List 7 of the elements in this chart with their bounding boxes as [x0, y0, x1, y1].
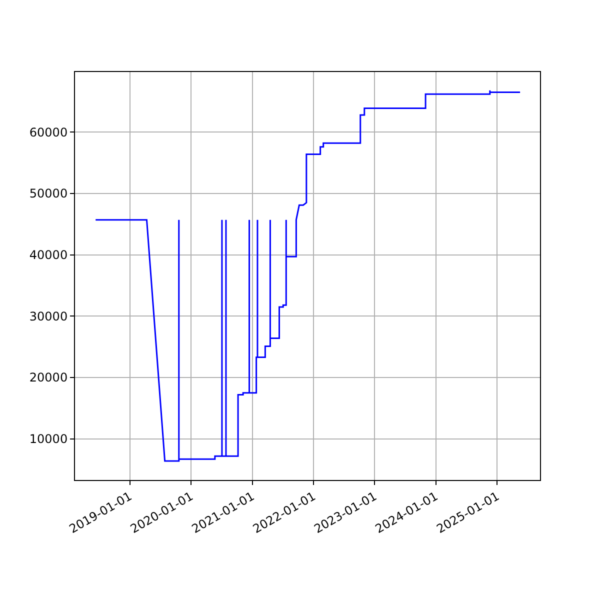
y-tick-label: 60000: [29, 125, 68, 140]
y-tick-label: 50000: [29, 186, 68, 201]
line-series: [94, 90, 521, 462]
y-tick-label: 30000: [29, 309, 68, 324]
y-tick-label: 20000: [29, 370, 68, 385]
y-tick-label: 40000: [29, 248, 68, 262]
y-tick-label: 10000: [29, 432, 68, 446]
